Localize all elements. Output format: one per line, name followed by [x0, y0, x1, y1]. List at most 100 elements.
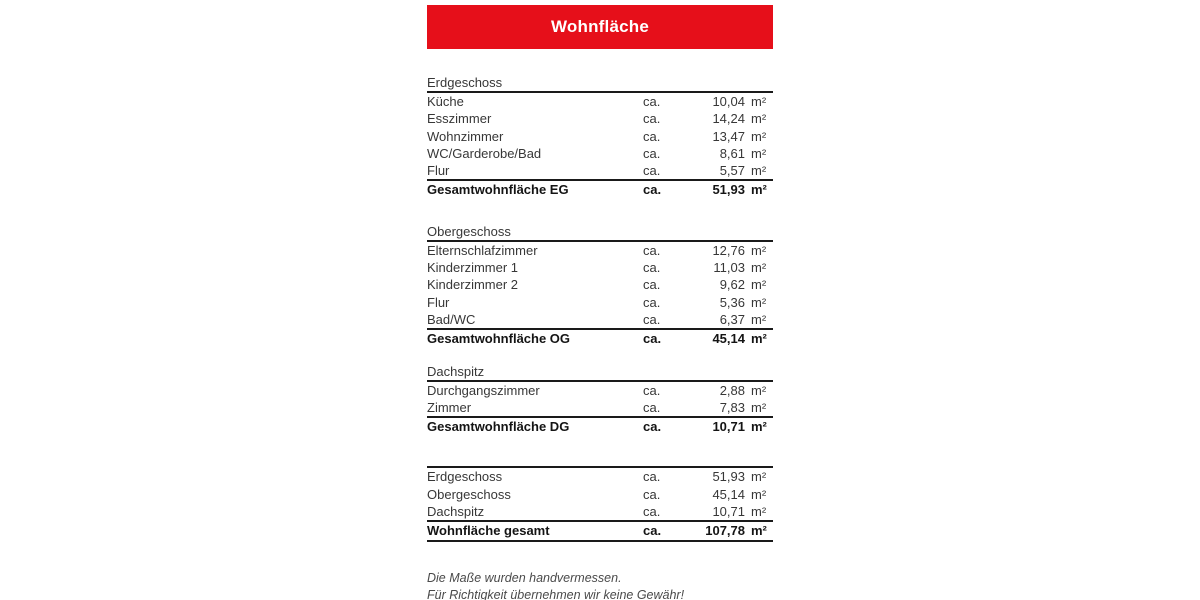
- table-row: Kinderzimmer 1 ca. 11,03 m²: [427, 259, 773, 276]
- total-row: Gesamtwohnfläche EG ca. 51,93 m²: [427, 179, 773, 198]
- table-row: Durchgangszimmer ca. 2,88 m²: [427, 382, 773, 399]
- total-row: Gesamtwohnfläche DG ca. 10,71 m²: [427, 416, 773, 435]
- area-value: 45,14: [712, 486, 745, 502]
- approx-label: ca.: [643, 128, 661, 144]
- room-label: Dachspitz: [427, 504, 485, 520]
- area-unit: m²: [751, 242, 767, 258]
- table-row: Zimmer ca. 7,83 m²: [427, 399, 773, 416]
- approx-label: ca.: [643, 145, 661, 161]
- approx-label: ca.: [643, 260, 661, 276]
- room-label: WC/Garderobe/Bad: [427, 145, 542, 161]
- area-value: 6,37: [719, 311, 745, 327]
- area-unit: m²: [751, 182, 767, 198]
- area-unit: m²: [751, 294, 767, 310]
- section-rows: Elternschlafzimmer ca. 12,76 m² Kinderzimmer…: [427, 242, 773, 348]
- approx-label: ca.: [643, 242, 661, 258]
- approx-label: ca.: [643, 523, 662, 539]
- approx-label: ca.: [643, 163, 661, 179]
- section: Erdgeschoss ca. 51,93 m² Obergeschoss ca. 45,1…: [427, 466, 773, 542]
- table-row: Obergeschoss ca. 45,14 m²: [427, 486, 773, 503]
- area-value: 2,88: [719, 382, 745, 398]
- section-heading: Erdgeschoss: [427, 75, 773, 93]
- room-label: Erdgeschoss: [427, 469, 503, 485]
- area-value: 12,76: [712, 242, 745, 258]
- area-value: 51,93: [712, 469, 745, 485]
- room-label: Kinderzimmer 2: [427, 277, 519, 293]
- footer-line-1: Die Maße wurden handvermessen.: [427, 570, 622, 585]
- area-value: 10,71: [712, 504, 745, 520]
- area-unit: m²: [751, 486, 767, 502]
- section-heading: Dachspitz: [427, 364, 773, 382]
- area-value: 8,61: [719, 145, 745, 161]
- room-label: Gesamtwohnfläche OG: [427, 331, 571, 347]
- approx-label: ca.: [643, 382, 661, 398]
- table-row: Flur ca. 5,57 m²: [427, 162, 773, 179]
- table-row: Flur ca. 5,36 m²: [427, 294, 773, 311]
- approx-label: ca.: [643, 182, 662, 198]
- area-unit: m²: [751, 504, 767, 520]
- area-value: 45,14: [712, 331, 745, 347]
- area-unit: m²: [751, 523, 767, 539]
- table-row: Kinderzimmer 2 ca. 9,62 m²: [427, 276, 773, 293]
- table-row: Wohnzimmer ca. 13,47 m²: [427, 128, 773, 145]
- area-value: 9,62: [719, 277, 745, 293]
- area-value: 7,83: [719, 399, 745, 415]
- area-value: 14,24: [712, 111, 745, 127]
- table-row: Esszimmer ca. 14,24 m²: [427, 110, 773, 127]
- approx-label: ca.: [643, 331, 662, 347]
- area-value: 13,47: [712, 128, 745, 144]
- document-body: Wohnfläche Erdgeschoss Küche ca. 10,04 m² Ess…: [427, 5, 773, 600]
- approx-label: ca.: [643, 277, 661, 293]
- area-value: 10,71: [712, 419, 745, 435]
- approx-label: ca.: [643, 469, 661, 485]
- approx-label: ca.: [643, 504, 661, 520]
- approx-label: ca.: [643, 111, 661, 127]
- room-label: Zimmer: [427, 399, 472, 415]
- section-rows: Durchgangszimmer ca. 2,88 m² Zimmer ca. 7,83 m²…: [427, 382, 773, 436]
- room-label: Küche: [427, 94, 464, 109]
- area-unit: m²: [751, 163, 767, 179]
- section: Dachspitz Durchgangszimmer ca. 2,88 m² Zimmer…: [427, 364, 773, 436]
- room-label: Wohnzimmer: [427, 128, 504, 144]
- table-row: Dachspitz ca. 10,71 m²: [427, 503, 773, 520]
- area-unit: m²: [751, 382, 767, 398]
- room-label: Obergeschoss: [427, 486, 511, 502]
- room-label: Kinderzimmer 1: [427, 260, 519, 276]
- section: Erdgeschoss Küche ca. 10,04 m² Esszimmer ca. 14…: [427, 75, 773, 199]
- section-rows: Erdgeschoss ca. 51,93 m² Obergeschoss ca. 45,1…: [427, 466, 773, 542]
- total-row: Wohnfläche gesamt ca. 107,78 m²: [427, 520, 773, 542]
- area-unit: m²: [751, 419, 767, 435]
- area-unit: m²: [751, 331, 767, 347]
- area-unit: m²: [751, 260, 767, 276]
- approx-label: ca.: [643, 399, 661, 415]
- approx-label: ca.: [643, 94, 661, 109]
- room-label: Durchgangszimmer: [427, 382, 540, 398]
- area-unit: m²: [751, 469, 767, 485]
- area-value: 107,78: [705, 523, 745, 539]
- room-label: Elternschlafzimmer: [427, 242, 538, 258]
- area-table: Erdgeschoss Küche ca. 10,04 m² Esszimmer ca. 14…: [427, 75, 773, 542]
- area-value: 10,04: [712, 94, 745, 109]
- table-row: Elternschlafzimmer ca. 12,76 m²: [427, 242, 773, 259]
- footer-disclaimer: Die Maße wurden handvermessen. Für Richt…: [427, 570, 773, 600]
- approx-label: ca.: [643, 311, 661, 327]
- area-value: 11,03: [713, 260, 745, 276]
- room-label: Wohnfläche gesamt: [427, 523, 550, 539]
- room-label: Gesamtwohnfläche EG: [427, 182, 569, 198]
- approx-label: ca.: [643, 294, 661, 310]
- room-label: Bad/WC: [427, 311, 476, 327]
- table-row: WC/Garderobe/Bad ca. 8,61 m²: [427, 145, 773, 162]
- section-rows: Küche ca. 10,04 m² Esszimmer ca. 14,24 m² Wohnzi…: [427, 93, 773, 199]
- table-row: Erdgeschoss ca. 51,93 m²: [427, 468, 773, 485]
- area-unit: m²: [751, 94, 767, 109]
- section: Obergeschoss Elternschlafzimmer ca. 12,76 m²…: [427, 224, 773, 348]
- page-title: Wohnfläche: [550, 17, 650, 36]
- table-row: Küche ca. 10,04 m²: [427, 93, 773, 110]
- area-value: 5,36: [719, 294, 745, 310]
- area-unit: m²: [751, 145, 767, 161]
- area-unit: m²: [751, 111, 767, 127]
- approx-label: ca.: [643, 486, 661, 502]
- area-unit: m²: [751, 311, 767, 327]
- section-heading: Obergeschoss: [427, 224, 773, 242]
